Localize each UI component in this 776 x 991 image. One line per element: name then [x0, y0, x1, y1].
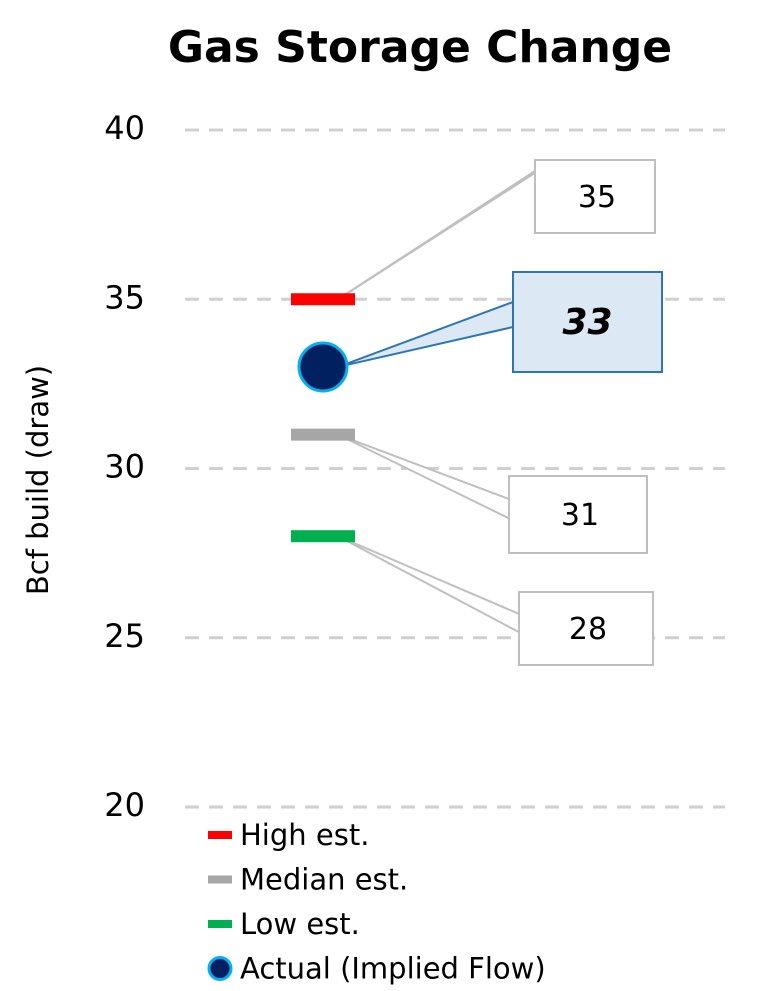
data-label: 31 [561, 498, 599, 533]
callout-box [534, 159, 656, 234]
legend-marker [208, 920, 232, 928]
legend-label: Median est. [240, 863, 408, 897]
marker-dash [291, 530, 355, 543]
data-label: 28 [569, 612, 607, 647]
y-tick-label: 20 [104, 786, 145, 824]
chart-title: Gas Storage Change [168, 22, 672, 73]
callout-pointer [337, 300, 514, 368]
y-tick-label: 25 [104, 617, 145, 655]
callout-box [518, 591, 654, 666]
data-label: 35 [578, 180, 616, 215]
data-label: 33 [562, 302, 612, 343]
legend-marker [207, 956, 233, 981]
callout-box [512, 271, 663, 373]
legend-label: Actual (Implied Flow) [240, 952, 546, 986]
y-tick-label: 40 [104, 109, 145, 147]
y-tick-label: 30 [104, 448, 145, 486]
legend-label: Low est. [240, 907, 360, 941]
callout-pointer [337, 433, 510, 520]
callout-box [508, 475, 648, 554]
callout-pointer [337, 535, 520, 634]
marker-dash [291, 293, 355, 306]
marker-dash [291, 428, 355, 441]
y-axis-label: Bcf build (draw) [21, 365, 55, 595]
y-tick-label: 35 [104, 278, 145, 316]
legend-marker [208, 875, 232, 884]
legend-label: High est. [240, 818, 369, 852]
legend-marker [208, 831, 232, 839]
marker-dot [297, 341, 349, 393]
